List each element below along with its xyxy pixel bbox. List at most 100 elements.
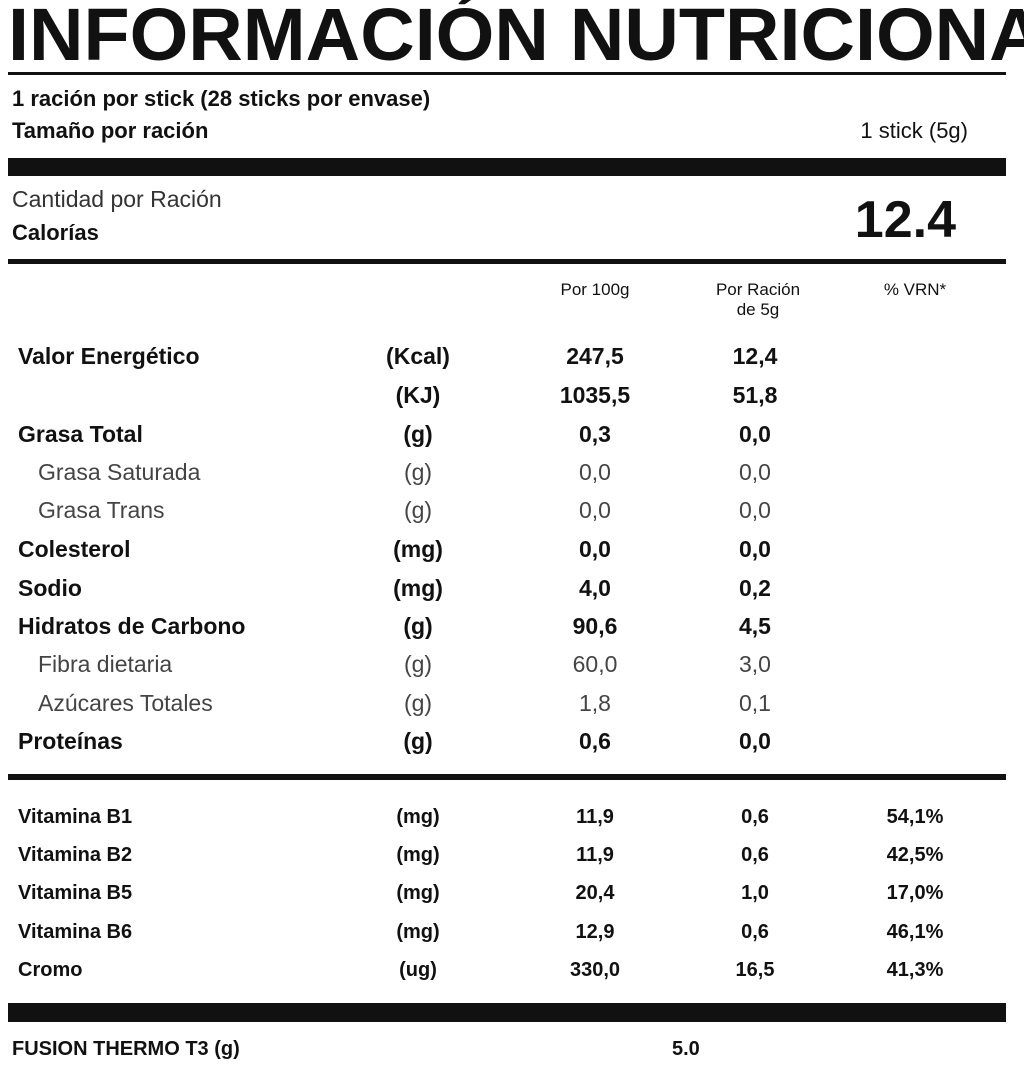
calories-value: 12.4	[854, 191, 956, 249]
cell-unit: (mg)	[396, 920, 440, 943]
nutrient-row: Colesterol (mg) 0,0 0,0	[0, 536, 1024, 566]
cell-name: Grasa Saturada	[38, 459, 201, 485]
cell-name: Vitamina B2	[18, 844, 133, 867]
cell-name: Hidratos de Carbono	[18, 613, 246, 639]
cell-name: Fibra dietaria	[38, 651, 173, 677]
column-header: % VRN*	[883, 280, 947, 299]
nutrient-row: Vitamina B1 (mg) 11,9 0,6 54,1%	[0, 806, 1024, 836]
cell-per-serving: 51,8	[732, 382, 778, 408]
cell-per-serving: 0,6	[741, 920, 769, 943]
serving-line: 1 ración por stick (28 sticks por envase…	[12, 86, 431, 111]
cell-per-100g: 60,0	[572, 651, 618, 677]
cell-per-serving: 0,0	[739, 459, 771, 485]
cell-per-serving: 4,5	[739, 613, 771, 639]
cell-per-100g: 0,0	[579, 459, 611, 485]
serving-size-label: Tamaño por ración	[12, 118, 209, 143]
cell-name: Cromo	[18, 958, 83, 981]
cell-per-serving: 0,0	[739, 536, 771, 562]
rule	[8, 259, 1006, 264]
column-header: Por Ración de 5g	[688, 280, 828, 320]
amount-label: Cantidad por Ración	[12, 186, 222, 212]
cell-name: Grasa Trans	[38, 497, 165, 523]
rule	[8, 72, 1006, 75]
cell-per-100g: 12,9	[575, 920, 615, 943]
cell-per-serving: 0,2	[739, 575, 771, 601]
cell-vrn: 46,1%	[886, 920, 944, 943]
column-header-line: Por Ración	[715, 280, 801, 299]
cell-unit: (mg)	[393, 536, 443, 562]
nutrient-row: Vitamina B6 (mg) 12,9 0,6 46,1%	[0, 921, 1024, 951]
cell-unit: (g)	[403, 728, 433, 754]
cell-per-100g: 1035,5	[559, 382, 631, 408]
cell-per-serving: 0,0	[739, 728, 771, 754]
cell-vrn: 41,3%	[886, 958, 944, 981]
cell-name: Sodio	[18, 575, 82, 601]
cell-name: Vitamina B5	[18, 882, 133, 905]
cell-vrn: 42,5%	[886, 844, 944, 867]
rule	[8, 774, 1006, 780]
rule	[8, 158, 1006, 176]
cell-per-serving: 1,0	[741, 882, 769, 905]
nutrient-row: Valor Energético (Kcal) 247,5 12,4	[0, 343, 1024, 373]
column-header-line: de 5g	[736, 300, 780, 319]
cell-per-100g: 11,9	[576, 844, 614, 867]
cell-unit: (g)	[403, 613, 433, 639]
cell-vrn: 54,1%	[886, 806, 944, 828]
cell-per-100g: 4,0	[579, 575, 611, 601]
cell-per-serving: 0,6	[741, 806, 769, 828]
cell-unit: (mg)	[396, 882, 440, 905]
footer-label: FUSION THERMO T3 (g)	[12, 1038, 240, 1060]
cell-per-100g: 330,0	[569, 958, 621, 981]
title: INFORMACIÓN NUTRICIONAL	[8, 0, 1024, 76]
cell-unit: (mg)	[396, 806, 440, 828]
cell-unit: (ug)	[399, 958, 437, 981]
cell-name: Vitamina B1	[18, 806, 133, 828]
column-header: Por 100g	[560, 280, 630, 299]
cell-unit: (Kcal)	[386, 343, 450, 369]
cell-per-serving: 0,6	[741, 844, 769, 867]
nutrient-row: Hidratos de Carbono (g) 90,6 4,5	[0, 613, 1024, 643]
calories-label: Calorías	[12, 220, 99, 245]
cell-per-100g: 20,4	[575, 882, 615, 905]
nutrient-row: Proteínas (g) 0,6 0,0	[0, 728, 1024, 758]
cell-per-100g: 90,6	[572, 613, 618, 639]
cell-unit: (g)	[403, 651, 433, 677]
cell-per-serving: 12,4	[732, 343, 778, 369]
cell-per-serving: 0,0	[739, 497, 771, 523]
cell-unit: (g)	[403, 459, 433, 485]
nutrient-row: Fibra dietaria (g) 60,0 3,0	[0, 651, 1024, 681]
cell-name: Proteínas	[18, 728, 123, 754]
cell-vrn: 17,0%	[886, 882, 944, 905]
nutrient-row: Grasa Total (g) 0,3 0,0	[0, 421, 1024, 451]
nutrient-row: Cromo (ug) 330,0 16,5 41,3%	[0, 959, 1024, 989]
cell-unit: (g)	[403, 690, 433, 716]
cell-per-100g: 247,5	[566, 343, 624, 369]
cell-per-serving: 3,0	[739, 651, 771, 677]
nutrient-row: Sodio (mg) 4,0 0,2	[0, 575, 1024, 605]
serving-size-value: 1 stick (5g)	[860, 118, 968, 143]
footer-value: 5.0	[672, 1038, 700, 1060]
cell-unit: (mg)	[393, 575, 443, 601]
nutrient-row: (KJ) 1035,5 51,8	[0, 382, 1024, 412]
cell-name: Azúcares Totales	[38, 690, 213, 716]
cell-name: Vitamina B6	[18, 920, 133, 943]
nutrient-row: Vitamina B5 (mg) 20,4 1,0 17,0%	[0, 882, 1024, 912]
cell-per-100g: 1,8	[579, 690, 611, 716]
cell-per-serving: 16,5	[735, 958, 775, 981]
cell-unit: (g)	[403, 497, 433, 523]
cell-name: Valor Energético	[18, 343, 200, 369]
rule	[8, 1003, 1006, 1022]
cell-name: Grasa Total	[18, 421, 143, 447]
nutrient-row: Grasa Trans (g) 0,0 0,0	[0, 497, 1024, 527]
cell-unit: (g)	[403, 421, 433, 447]
cell-per-100g: 0,3	[579, 421, 611, 447]
cell-per-serving: 0,1	[739, 690, 771, 716]
nutrient-row: Grasa Saturada (g) 0,0 0,0	[0, 459, 1024, 489]
cell-per-serving: 0,0	[739, 421, 771, 447]
cell-per-100g: 0,0	[579, 497, 611, 523]
cell-per-100g: 11,9	[576, 806, 614, 828]
nutrient-row: Azúcares Totales (g) 1,8 0,1	[0, 690, 1024, 720]
cell-per-100g: 0,6	[579, 728, 611, 754]
nutrient-row: Vitamina B2 (mg) 11,9 0,6 42,5%	[0, 844, 1024, 874]
